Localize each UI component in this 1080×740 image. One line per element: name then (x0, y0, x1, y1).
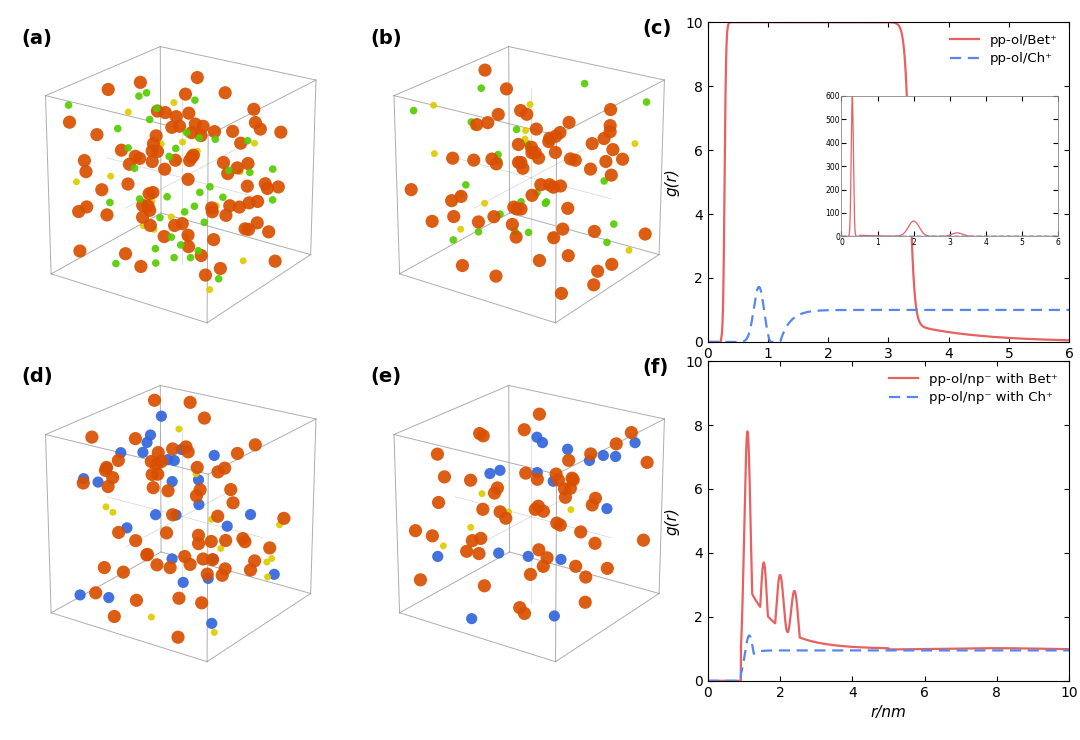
Text: (f): (f) (643, 358, 669, 377)
pp-ol/Bet⁺ (1063, 336, 1076, 345)
pp-ol/Bet⁺ (877, 18, 890, 27)
Text: (a): (a) (22, 29, 52, 47)
Text: (b): (b) (370, 29, 402, 47)
pp-ol/np⁻ with Ch⁺ (701, 676, 714, 685)
pp-ol/np⁻ with Ch⁺ (1052, 646, 1065, 655)
pp-ol/np⁻ with Ch⁺ (867, 646, 880, 655)
pp-ol/Ch⁺ (986, 306, 999, 314)
pp-ol/np⁻ with Bet⁺ (877, 644, 890, 653)
pp-ol/np⁻ with Ch⁺ (1052, 646, 1065, 655)
pp-ol/Ch⁺ (701, 337, 714, 346)
Line: pp-ol/Ch⁺: pp-ol/Ch⁺ (707, 287, 1069, 342)
pp-ol/np⁻ with Bet⁺ (1063, 645, 1076, 653)
Text: (d): (d) (22, 368, 53, 386)
pp-ol/Bet⁺ (1052, 335, 1065, 344)
pp-ol/Bet⁺ (867, 18, 880, 27)
pp-ol/np⁻ with Bet⁺ (719, 676, 732, 685)
pp-ol/np⁻ with Ch⁺ (877, 646, 890, 655)
Y-axis label: g(r): g(r) (664, 168, 679, 196)
X-axis label: r/nm: r/nm (870, 705, 906, 720)
pp-ol/np⁻ with Bet⁺ (741, 427, 754, 436)
pp-ol/Ch⁺ (867, 306, 880, 314)
pp-ol/np⁻ with Ch⁺ (719, 676, 732, 685)
pp-ol/np⁻ with Bet⁺ (1052, 645, 1065, 653)
Legend: pp-ol/Bet⁺, pp-ol/Ch⁺: pp-ol/Bet⁺, pp-ol/Ch⁺ (945, 29, 1063, 70)
pp-ol/Bet⁺ (701, 337, 714, 346)
pp-ol/Ch⁺ (1052, 306, 1065, 314)
Line: pp-ol/np⁻ with Bet⁺: pp-ol/np⁻ with Bet⁺ (707, 431, 1069, 681)
Text: (c): (c) (643, 19, 672, 38)
pp-ol/Ch⁺ (1052, 306, 1065, 314)
pp-ol/Bet⁺ (746, 18, 759, 27)
pp-ol/np⁻ with Bet⁺ (701, 676, 714, 685)
Legend: pp-ol/np⁻ with Bet⁺, pp-ol/np⁻ with Ch⁺: pp-ol/np⁻ with Bet⁺, pp-ol/np⁻ with Ch⁺ (883, 368, 1063, 409)
pp-ol/np⁻ with Ch⁺ (743, 631, 756, 640)
Line: pp-ol/np⁻ with Ch⁺: pp-ol/np⁻ with Ch⁺ (707, 636, 1069, 681)
pp-ol/np⁻ with Bet⁺ (986, 644, 999, 653)
pp-ol/Ch⁺ (753, 283, 766, 292)
Text: (e): (e) (370, 368, 401, 386)
pp-ol/Bet⁺ (986, 332, 999, 341)
pp-ol/Bet⁺ (1052, 335, 1065, 344)
X-axis label: r/nm: r/nm (870, 366, 906, 381)
pp-ol/np⁻ with Bet⁺ (867, 644, 880, 653)
Line: pp-ol/Bet⁺: pp-ol/Bet⁺ (707, 22, 1069, 342)
pp-ol/Ch⁺ (877, 306, 890, 314)
pp-ol/Bet⁺ (719, 53, 732, 61)
pp-ol/np⁻ with Ch⁺ (986, 646, 999, 655)
Y-axis label: g(r): g(r) (664, 507, 679, 535)
pp-ol/np⁻ with Ch⁺ (1063, 646, 1076, 655)
pp-ol/np⁻ with Bet⁺ (1052, 645, 1065, 653)
pp-ol/Ch⁺ (719, 337, 732, 346)
pp-ol/Ch⁺ (1063, 306, 1076, 314)
